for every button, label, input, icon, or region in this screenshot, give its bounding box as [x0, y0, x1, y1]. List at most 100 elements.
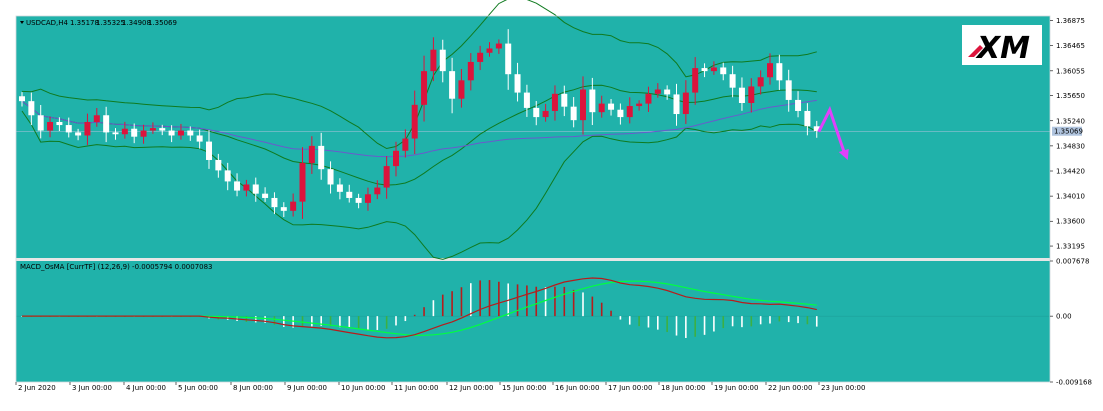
macd-histogram-bar — [610, 310, 612, 317]
macd-histogram-bar — [516, 284, 519, 317]
ohlc-close: 1.35069 — [148, 19, 177, 27]
macd-histogram-bar — [329, 316, 332, 327]
macd-histogram-bar — [254, 316, 257, 323]
candle-body — [224, 170, 231, 182]
macd-histogram-bar — [441, 294, 444, 317]
x-tick-label: 23 Jun 00:00 — [821, 384, 865, 392]
candle — [355, 193, 362, 209]
candle — [327, 161, 334, 194]
ohlc-open: 1.35178 — [70, 19, 99, 27]
candle — [580, 76, 586, 135]
current-price-label: 1.35069 — [1054, 128, 1083, 136]
candle — [234, 173, 241, 197]
candle — [495, 39, 502, 54]
candle — [65, 117, 72, 138]
candle-body — [701, 68, 708, 72]
macd-histogram-bar — [357, 316, 360, 329]
ma-line — [21, 99, 817, 158]
macd-histogram-bar — [787, 316, 790, 323]
candle-body — [56, 121, 63, 126]
candle-body — [262, 193, 269, 198]
candle — [505, 29, 512, 90]
macd-histogram-bar — [488, 280, 491, 317]
x-tick-label: 9 Jun 00:00 — [287, 384, 327, 392]
macd-histogram-bar — [619, 316, 622, 320]
macd-panel — [16, 261, 1050, 382]
candle-body — [149, 128, 156, 131]
y-tick-label: 1.36055 — [1056, 67, 1085, 75]
candle-body — [710, 67, 717, 72]
candle-body — [336, 184, 343, 192]
macd-panel-bg — [16, 261, 1050, 382]
candle-body — [720, 67, 727, 75]
candle — [449, 57, 456, 114]
candle-body — [252, 184, 259, 194]
chart-title: USDCAD,H4 — [26, 19, 69, 27]
candle — [738, 77, 745, 111]
bollinger-lower — [21, 110, 818, 260]
macd-histogram-bar — [544, 287, 547, 317]
candle-body — [580, 89, 586, 121]
candle — [608, 99, 615, 116]
macd-histogram-bar — [628, 316, 631, 325]
x-tick-label: 2 Jun 2020 — [18, 384, 56, 392]
candle — [84, 113, 91, 146]
candle — [93, 107, 100, 127]
candle-body — [495, 43, 502, 49]
candle — [551, 85, 558, 121]
macd-histogram-bar — [572, 289, 575, 317]
candle-body — [477, 52, 484, 62]
macd-histogram-bar — [264, 316, 266, 323]
candle-body — [561, 93, 568, 107]
candle — [720, 62, 727, 81]
candle-body — [542, 110, 549, 118]
candle — [224, 162, 231, 191]
x-tick-label: 4 Jun 00:00 — [126, 384, 166, 392]
x-tick-label: 22 Jun 00:00 — [768, 384, 812, 392]
candle — [19, 92, 25, 107]
candle-body — [785, 80, 792, 100]
candle — [626, 97, 633, 124]
candle — [542, 103, 549, 122]
candle-body — [467, 61, 474, 81]
macd-histogram-bar — [348, 316, 351, 329]
x-tick-label: 18 Jun 00:00 — [661, 384, 705, 392]
macd-histogram-bar — [563, 286, 566, 317]
candle-body — [168, 130, 175, 136]
candle — [767, 53, 773, 85]
ohlc-low: 1.34908 — [122, 19, 151, 27]
candle — [813, 120, 820, 138]
candle-body — [486, 48, 493, 53]
candle — [617, 103, 624, 125]
candle-body — [84, 121, 91, 136]
macd-histogram-bar — [451, 291, 453, 317]
candle — [486, 42, 493, 57]
x-tick-label: 16 Jun 00:00 — [555, 384, 599, 392]
candle — [37, 104, 44, 139]
macd-histogram-bar — [582, 292, 584, 317]
candle — [187, 126, 194, 141]
macd-histogram-bar — [806, 316, 809, 325]
candle — [589, 77, 596, 126]
candle-body — [804, 110, 811, 127]
macd-histogram-bar — [423, 307, 425, 317]
candle — [561, 85, 568, 117]
candle — [664, 85, 671, 100]
dropdown-triangle-icon[interactable] — [20, 21, 24, 24]
candle-body — [131, 128, 138, 137]
candle-body — [37, 115, 44, 131]
candle-body — [243, 184, 250, 191]
candle-body — [776, 63, 783, 81]
y-tick-label: 1.35650 — [1056, 92, 1085, 100]
candle-body — [626, 106, 633, 118]
macd-y-tick-label: 0.00 — [1056, 313, 1072, 321]
candle-body — [271, 197, 278, 208]
candle — [701, 63, 708, 78]
x-tick-label: 3 Jun 00:00 — [72, 384, 112, 392]
macd-histogram-bar — [460, 287, 463, 317]
price-panel-bg — [16, 16, 1050, 258]
candle — [467, 53, 474, 91]
x-tick-label: 12 Jun 00:00 — [449, 384, 493, 392]
macd-histogram-bar — [498, 281, 500, 317]
candle — [757, 70, 764, 95]
